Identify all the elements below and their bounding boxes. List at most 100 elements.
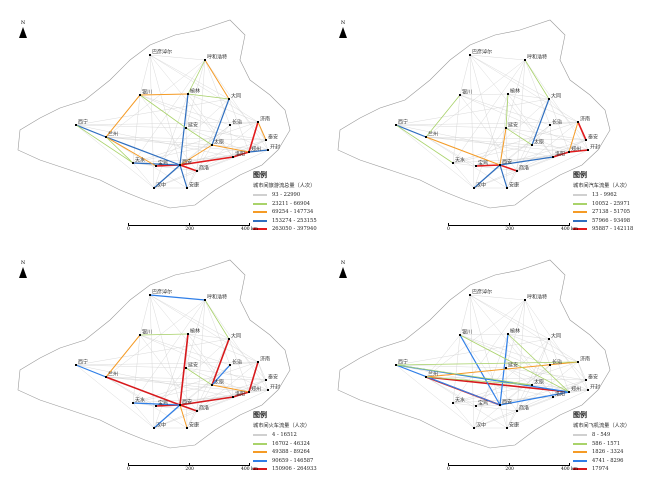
city-label: 开封 bbox=[270, 144, 280, 151]
city-label: 呼和浩特 bbox=[527, 54, 547, 61]
legend-swatch bbox=[573, 468, 587, 471]
city-label: 大同 bbox=[231, 333, 241, 340]
legend-swatch bbox=[573, 211, 587, 214]
flow-line-class-0 bbox=[469, 54, 554, 158]
flow-line-class-3 bbox=[499, 156, 554, 166]
flow-line-class-0 bbox=[149, 54, 230, 100]
flow-line-class-2 bbox=[211, 384, 250, 393]
flow-line-class-0 bbox=[75, 364, 234, 398]
city-label: 太原 bbox=[214, 139, 224, 146]
city-label: 天水 bbox=[455, 397, 465, 404]
flow-line-class-0 bbox=[475, 405, 518, 412]
flow-line-class-0 bbox=[425, 136, 570, 153]
legend-label: 69254 - 147734 bbox=[272, 209, 314, 216]
city-marker bbox=[473, 187, 475, 189]
legend-item: 13 - 9962 bbox=[573, 191, 633, 200]
flow-line-class-1 bbox=[425, 94, 461, 138]
flow-line-class-0 bbox=[505, 299, 526, 369]
legend-swatch bbox=[573, 228, 587, 231]
legend-swatch bbox=[253, 219, 267, 222]
flow-line-class-0 bbox=[196, 396, 234, 412]
legend-label: 4 - 16512 bbox=[272, 432, 297, 439]
city-marker bbox=[587, 389, 589, 391]
city-label: 泰安 bbox=[268, 374, 278, 381]
flow-line-class-0 bbox=[75, 364, 187, 369]
flow-line-class-0 bbox=[505, 59, 526, 129]
city-marker bbox=[185, 367, 187, 369]
flow-line-class-0 bbox=[505, 367, 587, 381]
city-label: 商洛 bbox=[199, 165, 209, 172]
flow-line-class-4 bbox=[179, 404, 198, 412]
legend: 图例 城市间火车流量（人次） 4 - 16512 16702 - 46324 49388… bbox=[253, 410, 317, 474]
legend-swatch bbox=[253, 202, 267, 205]
city-marker bbox=[425, 376, 427, 378]
city-label: 西宁 bbox=[78, 119, 88, 126]
flow-line-class-0 bbox=[75, 361, 259, 366]
city-marker bbox=[186, 427, 188, 429]
legend-title: 图例 bbox=[573, 170, 587, 179]
flow-line-class-0 bbox=[469, 54, 550, 100]
flow-line-class-0 bbox=[153, 333, 189, 429]
city-label: 银川 bbox=[462, 89, 472, 96]
flow-line-class-0 bbox=[506, 149, 589, 189]
legend-swatch bbox=[253, 211, 267, 214]
flow-line-class-0 bbox=[507, 333, 550, 340]
city-marker bbox=[232, 396, 234, 398]
city-label: 开封 bbox=[590, 144, 600, 151]
legend-item: 17974 bbox=[573, 465, 630, 474]
city-label: 郑州 bbox=[251, 386, 261, 393]
flow-line-class-0 bbox=[187, 333, 230, 340]
flow-line-class-1 bbox=[524, 59, 550, 100]
flow-line-class-3 bbox=[499, 164, 508, 189]
city-marker bbox=[139, 94, 141, 96]
flow-line-class-4 bbox=[568, 149, 589, 153]
city-label: 兰州 bbox=[108, 131, 118, 138]
legend-item: 150906 - 264933 bbox=[253, 465, 317, 474]
legend-label: 90659 - 146587 bbox=[272, 457, 314, 464]
map-panel-train: 西宁 兰州 银川 榆林 延安 呼和浩特 巴彦淖尔 大同 太原 长治 西安 宝鸡 天水 汉中 安康 商洛 洛阳 郑州… bbox=[0, 240, 325, 480]
legend-label: 95887 - 142118 bbox=[592, 226, 634, 233]
flow-line-class-4 bbox=[179, 156, 234, 166]
flow-line-class-0 bbox=[499, 93, 509, 166]
legend-label: 263050 - 397940 bbox=[272, 226, 317, 233]
city-label: 天水 bbox=[135, 397, 145, 404]
city-marker bbox=[185, 127, 187, 129]
city-marker bbox=[257, 121, 259, 123]
legend-item: 8 - 549 bbox=[573, 431, 630, 440]
flow-line-class-0 bbox=[139, 54, 151, 96]
flow-line-class-0 bbox=[577, 361, 589, 391]
flow-line-class-0 bbox=[185, 299, 206, 369]
city-marker bbox=[204, 59, 206, 61]
flow-line-class-0 bbox=[186, 98, 230, 189]
scale-tick: 200 bbox=[185, 227, 194, 232]
city-label: 延安 bbox=[508, 122, 518, 129]
flow-line-class-0 bbox=[132, 59, 206, 164]
legend-swatch bbox=[253, 451, 267, 454]
legend-title: 图例 bbox=[253, 170, 267, 179]
flow-line-class-1 bbox=[395, 361, 579, 366]
city-marker bbox=[395, 364, 397, 366]
flow-line-class-1 bbox=[395, 124, 454, 164]
city-label: 大同 bbox=[231, 93, 241, 100]
city-marker bbox=[211, 384, 213, 386]
flow-line-class-4 bbox=[248, 121, 259, 153]
city-marker bbox=[425, 136, 427, 138]
flow-line-class-0 bbox=[105, 376, 157, 407]
scale-tick: 0 bbox=[127, 467, 130, 472]
city-marker bbox=[506, 187, 508, 189]
flow-line-class-3 bbox=[395, 124, 427, 138]
city-marker bbox=[469, 54, 471, 56]
flow-line-class-0 bbox=[149, 294, 259, 363]
flow-line-class-2 bbox=[139, 93, 189, 96]
legend-swatch bbox=[253, 468, 267, 471]
legend-title: 图例 bbox=[253, 410, 267, 419]
flow-line-class-4 bbox=[425, 376, 570, 393]
flow-line-class-4 bbox=[105, 376, 181, 406]
city-marker bbox=[75, 364, 77, 366]
flow-line-class-2 bbox=[179, 404, 188, 429]
flow-line-class-0 bbox=[185, 367, 188, 429]
legend-swatch bbox=[253, 442, 267, 445]
city-marker bbox=[132, 162, 134, 164]
